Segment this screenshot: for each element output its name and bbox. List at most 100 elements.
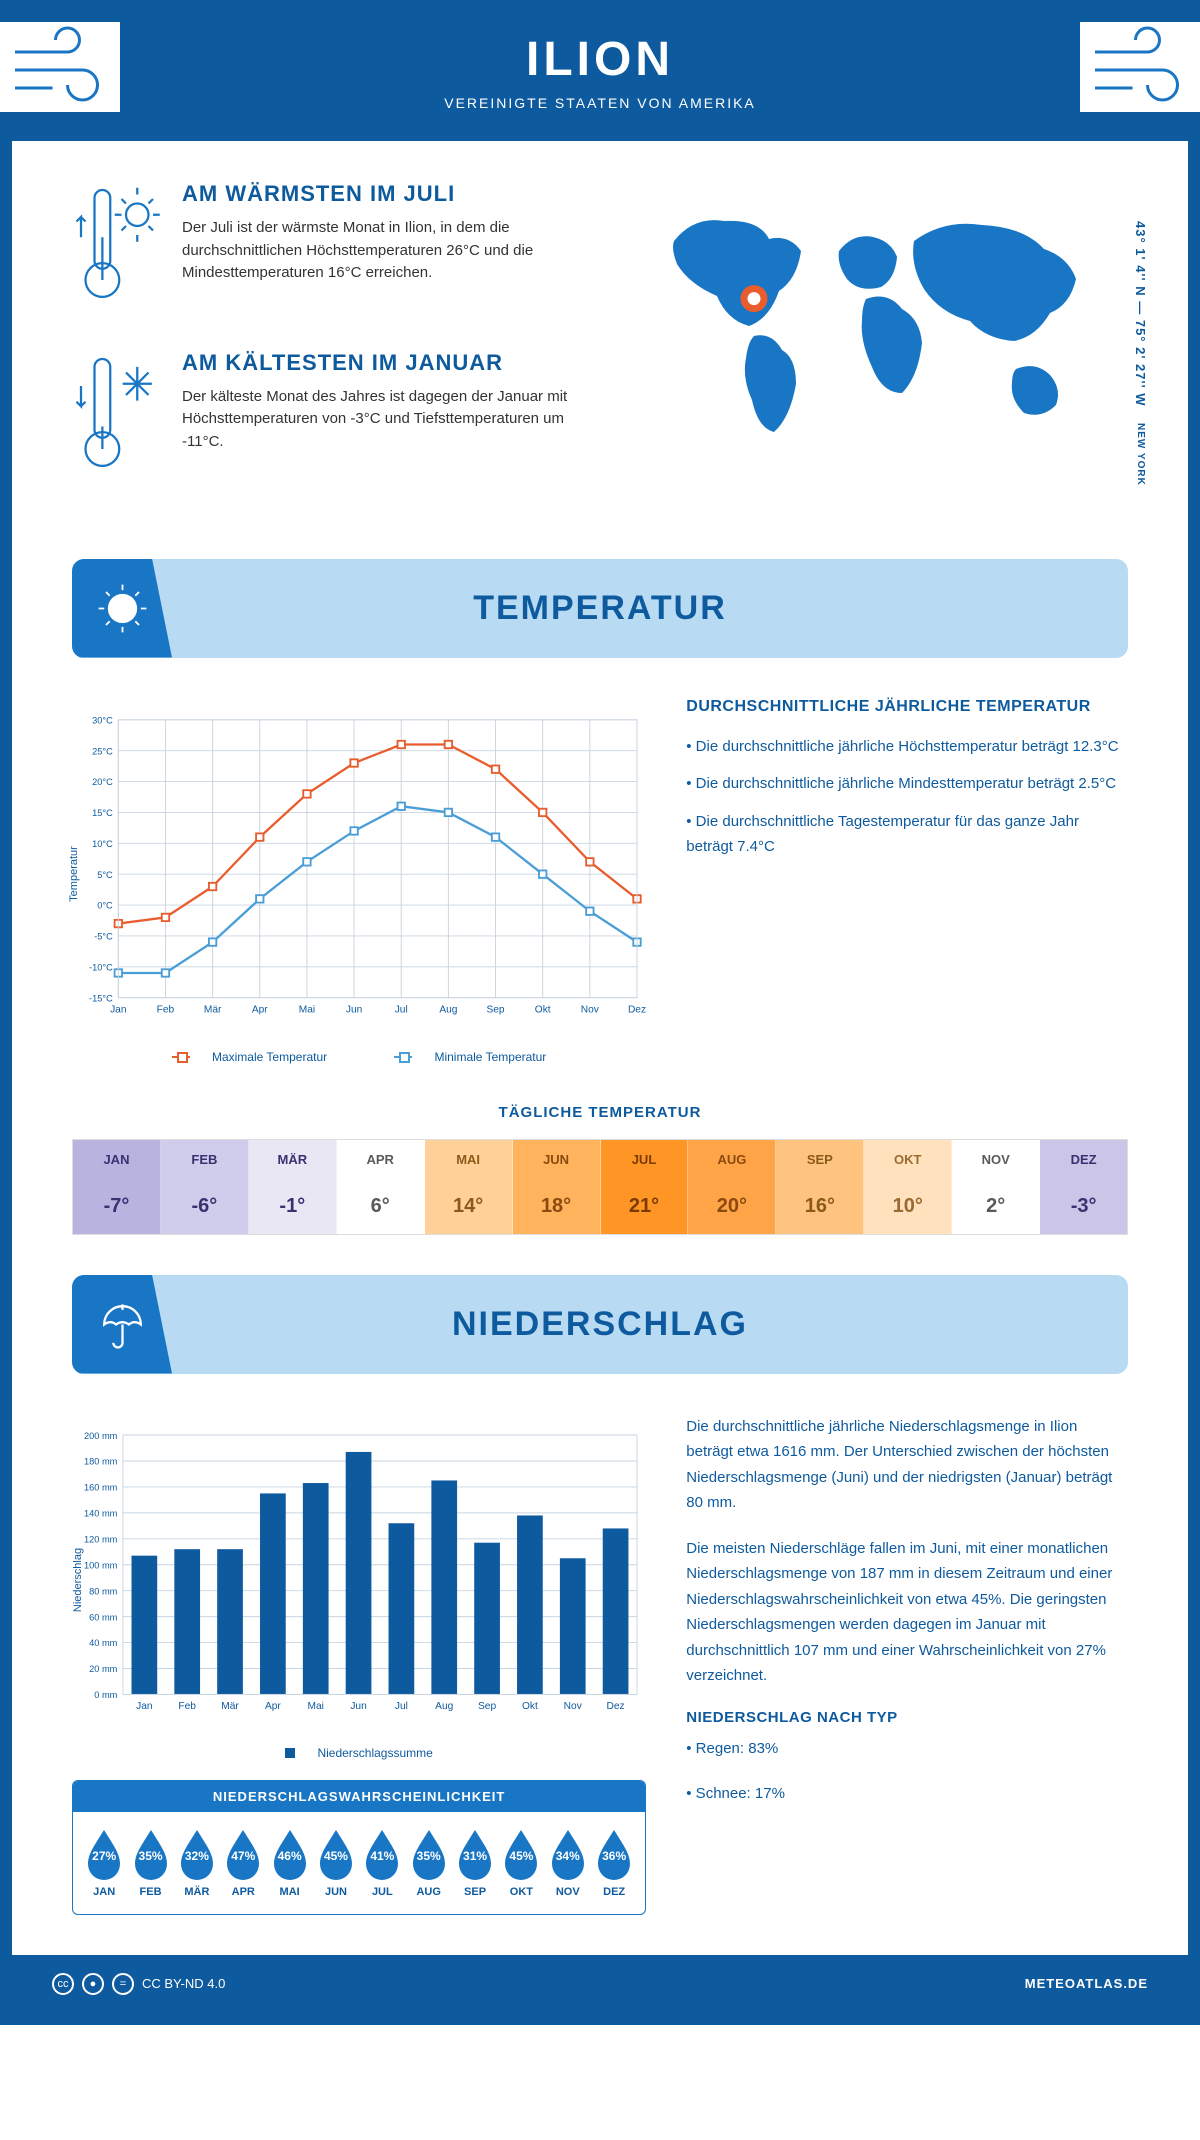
svg-text:-10°C: -10°C bbox=[89, 962, 113, 972]
daily-temp-cell: DEZ-3° bbox=[1040, 1140, 1127, 1234]
svg-text:Jan: Jan bbox=[136, 1701, 152, 1712]
raindrop-icon: 27% bbox=[83, 1828, 125, 1880]
wind-icon bbox=[1080, 22, 1200, 112]
raindrop-icon: 36% bbox=[593, 1828, 635, 1880]
daily-temp-cell: SEP16° bbox=[776, 1140, 864, 1234]
svg-text:Jul: Jul bbox=[395, 1701, 408, 1712]
precip-paragraph: Die meisten Niederschläge fallen im Juni… bbox=[686, 1536, 1128, 1689]
thermometer-cold-icon bbox=[72, 350, 162, 479]
svg-text:180 mm: 180 mm bbox=[84, 1456, 118, 1466]
raindrop-icon: 47% bbox=[222, 1828, 264, 1880]
svg-text:20 mm: 20 mm bbox=[89, 1664, 118, 1674]
raindrop-icon: 35% bbox=[408, 1828, 450, 1880]
svg-text:200 mm: 200 mm bbox=[84, 1430, 118, 1440]
page-header: ILION VEREINIGTE STAATEN VON AMERIKA bbox=[12, 12, 1188, 141]
temperature-title: TEMPERATUR bbox=[112, 589, 1088, 628]
svg-text:Apr: Apr bbox=[265, 1701, 281, 1712]
license-text: CC BY-ND 4.0 bbox=[142, 1976, 225, 1991]
raindrop-icon: 35% bbox=[130, 1828, 172, 1880]
svg-text:Mär: Mär bbox=[204, 1004, 222, 1015]
probability-heading: NIEDERSCHLAGSWAHRSCHEINLICHKEIT bbox=[73, 1781, 645, 1812]
probability-cell: 36% DEZ bbox=[591, 1828, 637, 1898]
daily-temp-cell: AUG20° bbox=[688, 1140, 776, 1234]
temp-y-label: Temperatur bbox=[68, 846, 80, 902]
probability-cell: 31% SEP bbox=[452, 1828, 498, 1898]
temp-bullet: • Die durchschnittliche jährliche Mindes… bbox=[686, 771, 1128, 797]
raindrop-icon: 34% bbox=[547, 1828, 589, 1880]
precipitation-bar-chart: Niederschlag 0 mm20 mm40 mm60 mm80 mm100… bbox=[72, 1414, 646, 1734]
probability-cell: 35% FEB bbox=[127, 1828, 173, 1898]
country-subtitle: VEREINIGTE STAATEN VON AMERIKA bbox=[12, 95, 1188, 111]
svg-text:Mai: Mai bbox=[308, 1701, 324, 1712]
probability-cell: 45% OKT bbox=[498, 1828, 544, 1898]
license-badge: cc ● = CC BY-ND 4.0 bbox=[52, 1973, 225, 1995]
precip-type-bullet: • Regen: 83% bbox=[686, 1736, 1128, 1762]
raindrop-icon: 31% bbox=[454, 1828, 496, 1880]
daily-temp-cell: FEB-6° bbox=[161, 1140, 249, 1234]
coldest-title: AM KÄLTESTEN IM JANUAR bbox=[182, 350, 580, 376]
coordinates-label: 43° 1' 4'' N — 75° 2' 27'' W NEW YORK bbox=[1133, 221, 1148, 486]
daily-temp-cell: OKT10° bbox=[864, 1140, 952, 1234]
wind-icon bbox=[0, 22, 120, 112]
svg-text:30°C: 30°C bbox=[92, 715, 113, 725]
temp-info-heading: DURCHSCHNITTLICHE JÄHRLICHE TEMPERATUR bbox=[686, 698, 1128, 716]
temperature-section-header: TEMPERATUR bbox=[72, 559, 1128, 658]
thermometer-hot-icon bbox=[72, 181, 162, 310]
daily-temp-cell: MAI14° bbox=[425, 1140, 513, 1234]
svg-text:Jan: Jan bbox=[110, 1004, 126, 1015]
svg-text:25°C: 25°C bbox=[92, 746, 113, 756]
probability-cell: 45% JUN bbox=[313, 1828, 359, 1898]
svg-text:0°C: 0°C bbox=[97, 900, 113, 910]
svg-text:Apr: Apr bbox=[252, 1004, 268, 1015]
svg-text:Okt: Okt bbox=[522, 1701, 538, 1712]
raindrop-icon: 46% bbox=[269, 1828, 311, 1880]
probability-cell: 27% JAN bbox=[81, 1828, 127, 1898]
svg-text:10°C: 10°C bbox=[92, 839, 113, 849]
daily-heading: TÄGLICHE TEMPERATUR bbox=[72, 1104, 1128, 1121]
daily-temp-cell: JUL21° bbox=[601, 1140, 689, 1234]
warmest-text: Der Juli ist der wärmste Monat in Ilion,… bbox=[182, 217, 580, 285]
page-container: ILION VEREINIGTE STAATEN VON AMERIKA AM … bbox=[0, 0, 1200, 2025]
svg-text:Mai: Mai bbox=[299, 1004, 315, 1015]
temp-bullet: • Die durchschnittliche jährliche Höchst… bbox=[686, 734, 1128, 760]
umbrella-icon bbox=[72, 1275, 172, 1374]
precip-paragraph: Die durchschnittliche jährliche Niedersc… bbox=[686, 1414, 1128, 1516]
probability-cell: 46% MAI bbox=[266, 1828, 312, 1898]
svg-text:Nov: Nov bbox=[581, 1004, 600, 1015]
svg-text:20°C: 20°C bbox=[92, 777, 113, 787]
svg-text:-5°C: -5°C bbox=[94, 931, 113, 941]
svg-text:100 mm: 100 mm bbox=[84, 1560, 118, 1570]
daily-temp-cell: APR6° bbox=[337, 1140, 425, 1234]
precipitation-body: Niederschlag 0 mm20 mm40 mm60 mm80 mm100… bbox=[12, 1374, 1188, 1955]
world-map bbox=[620, 181, 1128, 461]
svg-text:Dez: Dez bbox=[607, 1701, 625, 1712]
svg-text:Sep: Sep bbox=[486, 1004, 504, 1015]
svg-text:Jun: Jun bbox=[350, 1701, 366, 1712]
temperature-line-chart: Temperatur -15°C-10°C-5°C0°C5°C10°C15°C2… bbox=[72, 698, 646, 1038]
warmest-title: AM WÄRMSTEN IM JULI bbox=[182, 181, 580, 207]
svg-text:Feb: Feb bbox=[157, 1004, 175, 1015]
svg-text:Jul: Jul bbox=[395, 1004, 408, 1015]
site-name: METEOATLAS.DE bbox=[1025, 1976, 1148, 1991]
svg-text:5°C: 5°C bbox=[97, 869, 113, 879]
temperature-body: Temperatur -15°C-10°C-5°C0°C5°C10°C15°C2… bbox=[12, 658, 1188, 1104]
svg-text:40 mm: 40 mm bbox=[89, 1638, 118, 1648]
coldest-fact: AM KÄLTESTEN IM JANUAR Der kälteste Mona… bbox=[72, 350, 580, 479]
city-title: ILION bbox=[12, 32, 1188, 87]
probability-cell: 41% JUL bbox=[359, 1828, 405, 1898]
svg-text:Sep: Sep bbox=[478, 1701, 496, 1712]
daily-temperature-table: TÄGLICHE TEMPERATUR JAN-7°FEB-6°MÄR-1°AP… bbox=[12, 1104, 1188, 1275]
svg-text:Feb: Feb bbox=[178, 1701, 196, 1712]
probability-cell: 35% AUG bbox=[406, 1828, 452, 1898]
svg-text:Okt: Okt bbox=[535, 1004, 551, 1015]
by-icon: ● bbox=[82, 1973, 104, 1995]
temp-legend: .legend .sq:nth-of-type(1)::after{border… bbox=[72, 1050, 646, 1064]
svg-text:60 mm: 60 mm bbox=[89, 1612, 118, 1622]
svg-text:160 mm: 160 mm bbox=[84, 1482, 118, 1492]
nd-icon: = bbox=[112, 1973, 134, 1995]
svg-text:-15°C: -15°C bbox=[89, 993, 113, 1003]
raindrop-icon: 32% bbox=[176, 1828, 218, 1880]
temp-bullet: • Die durchschnittliche Tagestemperatur … bbox=[686, 809, 1128, 860]
warmest-fact: AM WÄRMSTEN IM JULI Der Juli ist der wär… bbox=[72, 181, 580, 310]
precipitation-section-header: NIEDERSCHLAG bbox=[72, 1275, 1128, 1374]
